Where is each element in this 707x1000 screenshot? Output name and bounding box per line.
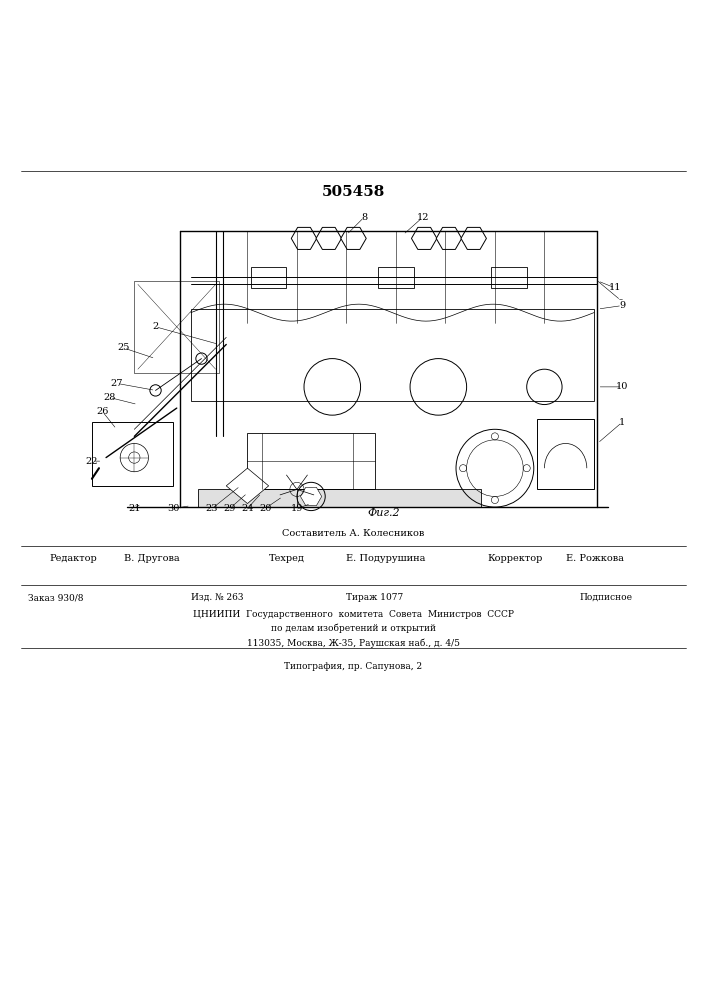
Text: Составитель А. Колесников: Составитель А. Колесников — [282, 529, 425, 538]
Polygon shape — [461, 227, 486, 249]
Text: Типография, пр. Сапунова, 2: Типография, пр. Сапунова, 2 — [284, 662, 423, 671]
Text: Фиг.2: Фиг.2 — [368, 508, 400, 518]
Text: 22: 22 — [86, 457, 98, 466]
Polygon shape — [291, 227, 317, 249]
Bar — [251, 267, 286, 288]
Text: 12: 12 — [416, 213, 429, 222]
Text: 21: 21 — [128, 504, 141, 513]
Text: 27: 27 — [110, 379, 123, 388]
Text: Заказ 930/8: Заказ 930/8 — [28, 593, 84, 602]
Text: 8: 8 — [361, 213, 367, 222]
Text: 9: 9 — [619, 301, 625, 310]
Text: 19: 19 — [291, 504, 303, 513]
Text: 25: 25 — [117, 343, 130, 352]
Bar — [191, 309, 594, 401]
Text: 10: 10 — [616, 382, 629, 391]
Text: 30: 30 — [167, 504, 180, 513]
Bar — [134, 281, 219, 373]
Text: 28: 28 — [103, 393, 116, 402]
Text: В. Другова: В. Другова — [124, 554, 180, 563]
Polygon shape — [300, 487, 322, 506]
Text: Е. Рожкова: Е. Рожкова — [566, 554, 624, 563]
Text: Изд. № 263: Изд. № 263 — [191, 593, 243, 602]
Text: 505458: 505458 — [322, 185, 385, 199]
Text: Подписное: Подписное — [580, 593, 633, 602]
Polygon shape — [436, 227, 462, 249]
Polygon shape — [226, 468, 269, 504]
Bar — [198, 489, 481, 507]
Polygon shape — [341, 227, 366, 249]
Polygon shape — [411, 227, 437, 249]
Text: 24: 24 — [241, 504, 254, 513]
Text: 23: 23 — [206, 504, 218, 513]
Text: Тираж 1077: Тираж 1077 — [346, 593, 404, 602]
Text: 1: 1 — [619, 418, 625, 427]
Text: 11: 11 — [609, 283, 621, 292]
Bar — [247, 433, 375, 489]
Text: ЦНИИПИ  Государственного  комитета  Совета  Министров  СССР: ЦНИИПИ Государственного комитета Совета … — [193, 610, 514, 619]
Text: по делам изобретений и открытий: по делам изобретений и открытий — [271, 624, 436, 633]
Text: Корректор: Корректор — [488, 554, 543, 563]
Polygon shape — [316, 227, 341, 249]
Bar — [537, 419, 594, 489]
Text: 29: 29 — [223, 504, 236, 513]
Text: Редактор: Редактор — [49, 554, 98, 563]
Bar — [378, 267, 414, 288]
Text: 2: 2 — [153, 322, 158, 331]
Bar — [491, 267, 527, 288]
Text: 26: 26 — [96, 407, 109, 416]
Text: Техред: Техред — [269, 554, 305, 563]
Bar — [92, 422, 173, 486]
Text: 113035, Москва, Ж-35, Раушская наб., д. 4/5: 113035, Москва, Ж-35, Раушская наб., д. … — [247, 638, 460, 648]
Text: 20: 20 — [259, 504, 271, 513]
Text: Е. Подурушина: Е. Подурушина — [346, 554, 426, 563]
